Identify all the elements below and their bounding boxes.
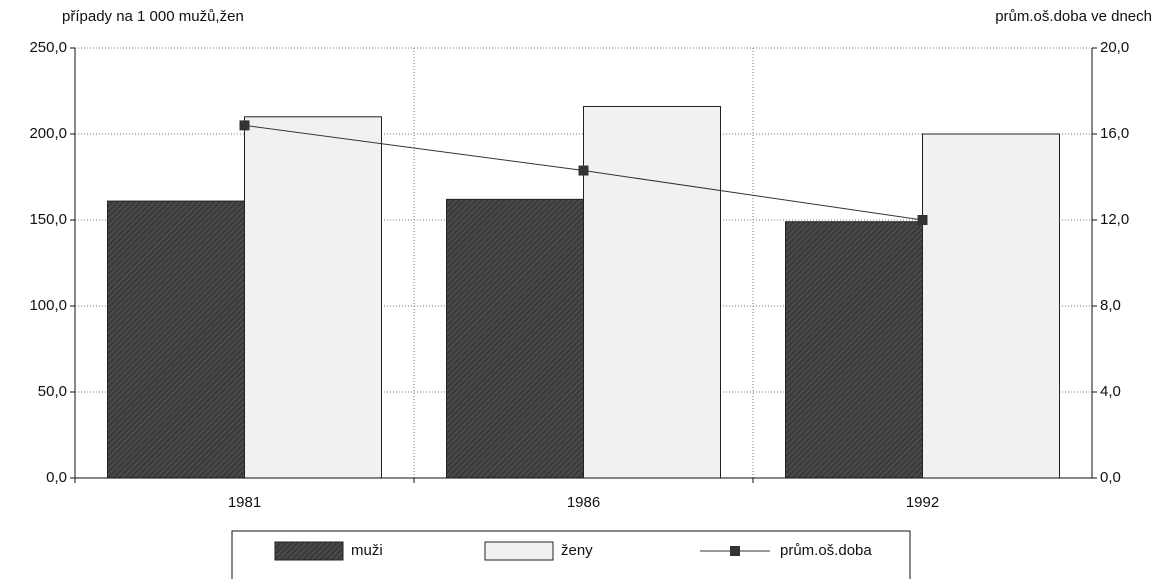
legend-label: muži (351, 542, 383, 559)
y2-axis-title: prům.oš.doba ve dnech (995, 8, 1152, 25)
line-marker (917, 215, 928, 225)
legend-swatch (484, 541, 554, 561)
y2-tick-label: 20,0 (1100, 39, 1129, 56)
bar (107, 200, 245, 479)
y2-tick-label: 8,0 (1100, 297, 1121, 314)
x-tick-label: 1981 (228, 494, 261, 511)
bar (446, 198, 584, 479)
legend-marker (730, 546, 740, 556)
x-tick-label: 1986 (567, 494, 600, 511)
bar (583, 105, 721, 479)
bar (922, 133, 1060, 479)
legend-label: ženy (561, 542, 593, 559)
bar (785, 221, 923, 479)
y-tick-label: 50,0 (38, 383, 67, 400)
y-tick-label: 250,0 (29, 39, 67, 56)
line-marker (578, 165, 589, 176)
bar (244, 116, 382, 479)
y2-tick-label: 12,0 (1100, 211, 1129, 228)
legend-swatch (274, 541, 344, 561)
x-tick-label: 1992 (906, 494, 939, 511)
y2-tick-label: 0,0 (1100, 469, 1121, 486)
legend-label: prům.oš.doba (780, 542, 872, 559)
y2-tick-label: 16,0 (1100, 125, 1129, 142)
y-tick-label: 100,0 (29, 297, 67, 314)
y-tick-label: 0,0 (46, 469, 67, 486)
y-axis-title: případy na 1 000 mužů,žen (62, 8, 244, 25)
legend-box (231, 530, 911, 579)
line-marker (239, 120, 250, 131)
y-tick-label: 150,0 (29, 211, 67, 228)
y-tick-label: 200,0 (29, 125, 67, 142)
y2-tick-label: 4,0 (1100, 383, 1121, 400)
